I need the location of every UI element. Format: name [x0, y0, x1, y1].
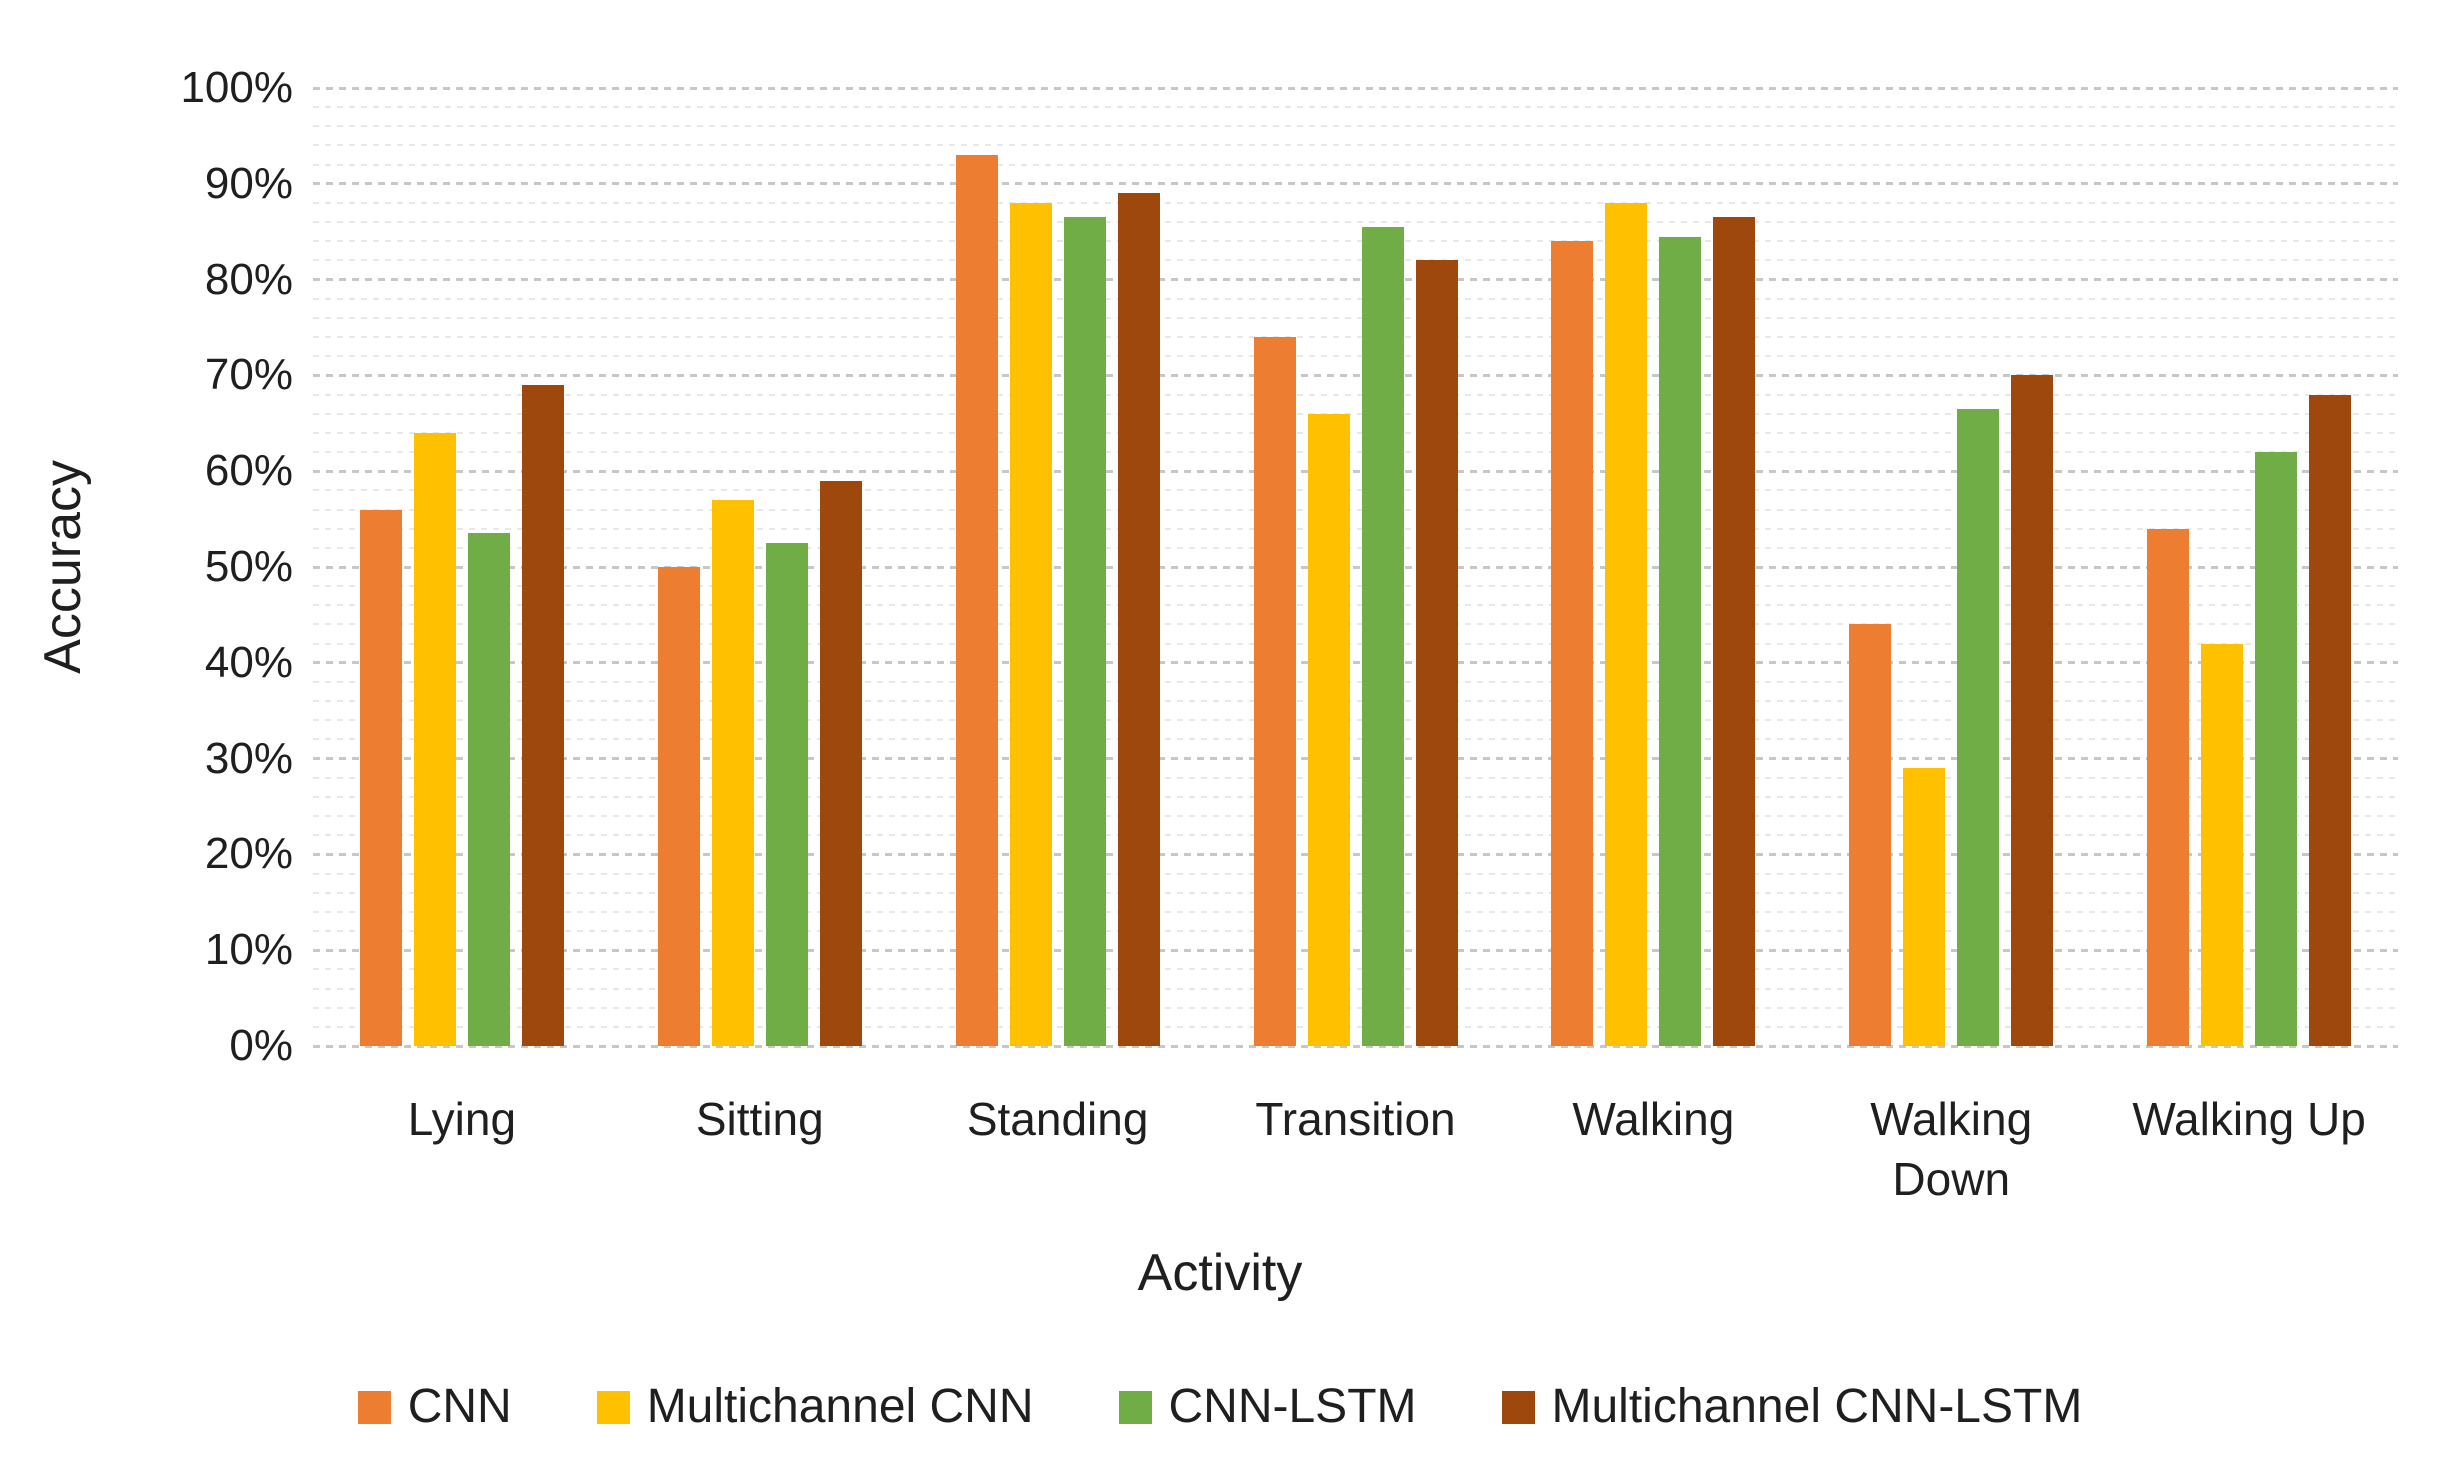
bar-cnn-lstm-sitting — [765, 543, 808, 1046]
bar-multichannel-cnn-lying — [413, 432, 456, 1046]
bar-cnn-lstm-walking — [1659, 236, 1702, 1046]
bar-multichannel-cnn-standing — [1009, 202, 1052, 1046]
x-category-label-standing: Standing — [966, 1093, 1149, 1145]
bar-multichannel-cnn-lstm-standing — [1117, 193, 1160, 1046]
legend-label-multichannel-cnn-lstm: Multichannel CNN-LSTM — [1551, 1380, 2083, 1433]
bar-multichannel-cnn-transition — [1307, 413, 1350, 1046]
category-group-standing — [909, 88, 1207, 1046]
bar-cnn-walking-up — [2147, 528, 2190, 1046]
y-tick-label-80: 80% — [204, 254, 293, 304]
legend-swatch-cnn — [357, 1390, 391, 1424]
category-group-lying — [313, 88, 611, 1046]
bar-cnn-lying — [359, 509, 402, 1046]
legend-item-cnn-lstm: CNN-LSTM — [1118, 1380, 1417, 1433]
legend-label-cnn-lstm: CNN-LSTM — [1168, 1380, 1417, 1433]
bar-multichannel-cnn-walking — [1605, 202, 1648, 1046]
bar-multichannel-cnn-walking-up — [2201, 643, 2244, 1046]
x-category-label-walking-up: Walking Up — [2132, 1093, 2366, 1145]
bar-multichannel-cnn-lstm-walking-down — [2011, 375, 2054, 1046]
bar-cnn-walking-down — [1849, 624, 1892, 1046]
legend: CNN Multichannel CNN CNN-LSTM Multichannel … — [0, 1383, 2440, 1431]
plot-area — [313, 86, 2398, 1048]
x-category-label-walking: Walking — [1572, 1093, 1735, 1145]
x-axis-title: Activity — [1137, 1244, 1303, 1302]
bar-cnn-walking — [1551, 241, 1594, 1046]
bar-multichannel-cnn-lstm-walking-up — [2309, 394, 2352, 1046]
bar-cnn-lstm-walking-up — [2255, 452, 2298, 1046]
bars-layer — [313, 88, 2398, 1046]
bar-multichannel-cnn-walking-down — [1903, 768, 1946, 1046]
legend-swatch-multichannel-cnn-lstm — [1501, 1390, 1535, 1424]
bar-cnn-lstm-standing — [1063, 217, 1106, 1046]
legend-item-cnn: CNN — [357, 1380, 512, 1433]
y-tick-label-40: 40% — [204, 637, 293, 687]
bar-cnn-transition — [1253, 337, 1296, 1046]
legend-item-multichannel-cnn-lstm: Multichannel CNN-LSTM — [1501, 1380, 2083, 1433]
y-tick-label-20: 20% — [204, 829, 293, 879]
x-category-label-lying: Lying — [407, 1093, 517, 1145]
bar-multichannel-cnn-lstm-transition — [1415, 260, 1458, 1046]
category-group-sitting — [611, 88, 909, 1046]
x-category-label-transition: Transition — [1255, 1093, 1456, 1145]
y-tick-label-100: 100% — [180, 63, 293, 112]
bar-cnn-sitting — [657, 567, 700, 1046]
y-tick-label-60: 60% — [204, 446, 293, 496]
bar-cnn-lstm-lying — [467, 533, 510, 1046]
category-group-transition — [1207, 88, 1505, 1046]
y-tick-label-0: 0% — [229, 1021, 293, 1070]
y-tick-label-10: 10% — [204, 925, 293, 975]
bar-multichannel-cnn-lstm-walking — [1713, 217, 1756, 1046]
y-tick-label-50: 50% — [204, 542, 293, 591]
x-axis-labels: Lying Sitting Standing Transition Walking Wal… — [313, 1090, 2398, 1210]
bar-cnn-standing — [955, 155, 998, 1046]
y-tick-label-30: 30% — [204, 733, 293, 783]
category-group-walking — [1504, 88, 1802, 1046]
y-axis-ticks: 0% 10% 20% 30% 40% 50% 60% 70% 80% 90% 100% — [0, 66, 293, 1068]
category-group-walking-up — [2100, 88, 2398, 1046]
bar-cnn-lstm-walking-down — [1957, 408, 2000, 1046]
y-tick-label-70: 70% — [204, 350, 293, 400]
legend-label-cnn: CNN — [407, 1380, 512, 1433]
bar-multichannel-cnn-lstm-lying — [521, 384, 564, 1046]
bar-cnn-lstm-transition — [1361, 226, 1404, 1046]
legend-item-multichannel-cnn: Multichannel CNN — [596, 1380, 1034, 1433]
x-category-label-walking-down: Walking Down — [1870, 1093, 2033, 1205]
legend-swatch-cnn-lstm — [1118, 1390, 1152, 1424]
category-group-walking-down — [1802, 88, 2100, 1046]
legend-label-multichannel-cnn: Multichannel CNN — [646, 1380, 1034, 1433]
legend-swatch-multichannel-cnn — [596, 1390, 630, 1424]
x-category-label-sitting: Sitting — [695, 1093, 824, 1145]
bar-multichannel-cnn-lstm-sitting — [819, 480, 862, 1046]
y-tick-label-90: 90% — [204, 158, 293, 208]
bar-multichannel-cnn-sitting — [711, 499, 754, 1046]
